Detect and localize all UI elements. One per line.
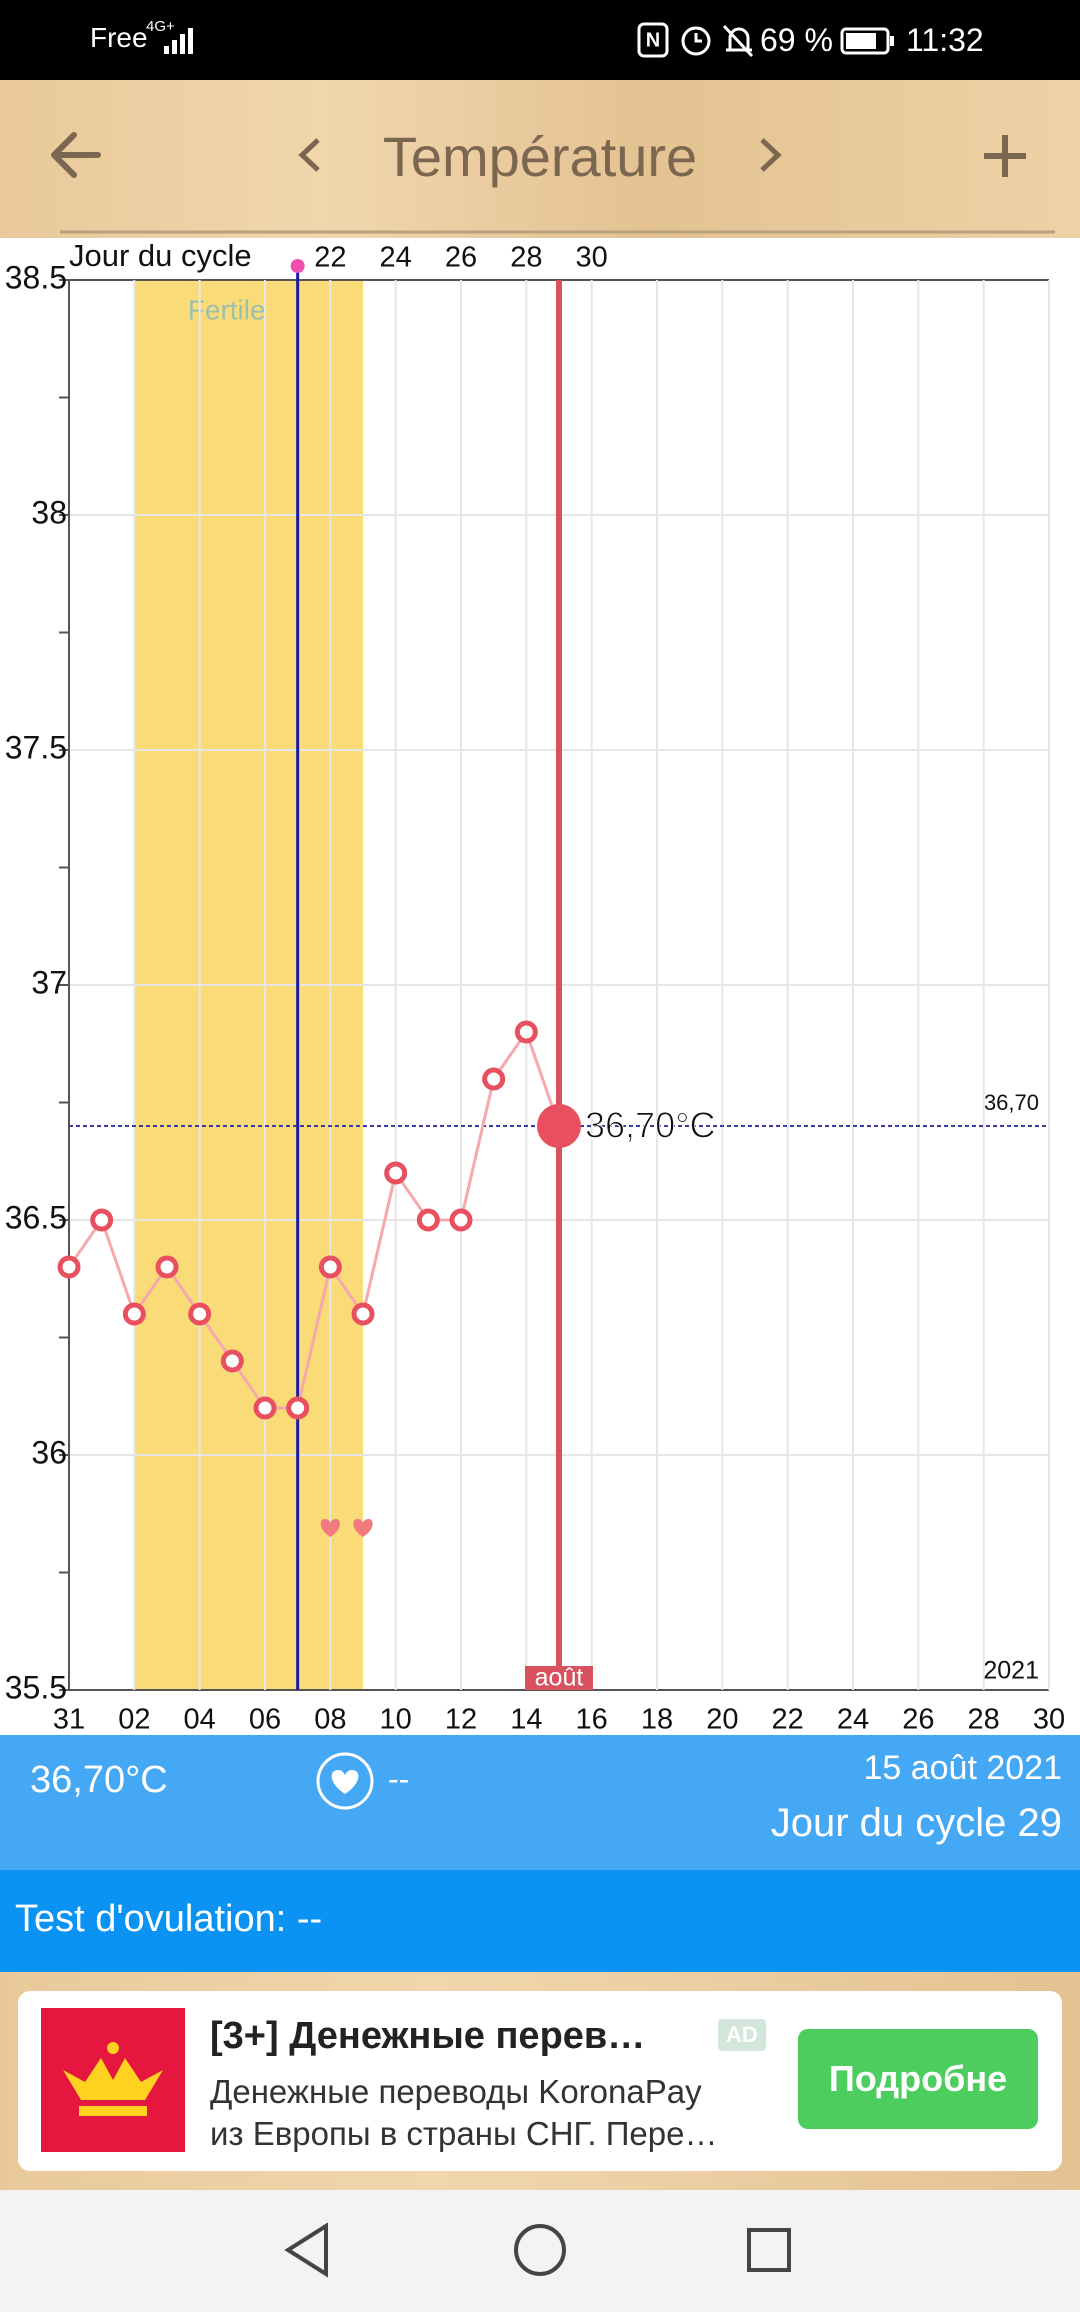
svg-text:N: N (646, 29, 660, 51)
temperature-point (384, 1161, 408, 1185)
heart-button[interactable] (314, 1750, 376, 1812)
temperature-point (351, 1302, 375, 1326)
temperature-chart: Fertile 35.5 36 36.5 37 37.5 38 38.5 31 02 04 06 08 1… (5, 238, 1065, 1735)
temperature-point (318, 1255, 342, 1279)
x-tick-label: 08 (314, 1704, 346, 1735)
temperature-point (155, 1255, 179, 1279)
x-tick-label: 30 (1033, 1704, 1065, 1735)
battery-level: 69 % (760, 22, 833, 58)
selected-temperature: 36,70°C (30, 1759, 168, 1801)
temperature-line (67, 1028, 561, 1410)
temperature-point (449, 1208, 473, 1232)
ovulation-panel[interactable]: Test d'ovulation: -- (0, 1870, 1080, 1972)
temperature-point (253, 1396, 277, 1420)
temperature-point (188, 1302, 212, 1326)
back-button[interactable] (51, 132, 101, 178)
screen-title: Température (382, 125, 698, 188)
ad-area: [3+] Денежные перев… AD Денежные перевод… (0, 1972, 1080, 2190)
y-tick-label: 38 (31, 494, 67, 530)
temperature-point (482, 1067, 506, 1091)
x-tick-label: 06 (249, 1704, 281, 1735)
nav-icons (284, 2222, 791, 2278)
network: 4G+ (146, 18, 175, 35)
status-bar: Free 4G+ N 69 % 11:32 (0, 0, 1080, 80)
x-tick-label: 18 (641, 1704, 673, 1735)
x-tick-label: 22 (772, 1704, 804, 1735)
ovulation-dot (290, 259, 305, 273)
x-tick-label: 14 (510, 1704, 542, 1735)
summary-panel: 36,70°C -- 15 août 2021 Jour du cycle 29 (0, 1735, 1080, 1870)
selected-point (537, 1104, 581, 1148)
next-button[interactable] (760, 138, 782, 172)
ovulation-test: Test d'ovulation: -- (15, 1898, 323, 1940)
x-tick-label: 26 (902, 1704, 934, 1735)
cycle-day: Jour du cycle 29 (770, 1801, 1062, 1845)
y-tick-label: 35.5 (5, 1669, 67, 1705)
cycle-axis-title: Jour du cycle (69, 238, 252, 273)
x-tick-label: 12 (445, 1704, 477, 1735)
clock: 11:32 (906, 22, 984, 58)
heart-marker (320, 1518, 340, 1537)
month-label: août (535, 1664, 584, 1692)
nav-recents[interactable] (747, 2228, 791, 2272)
x-tick-label: 04 (184, 1704, 216, 1735)
cycle-tick-label: 24 (380, 242, 412, 274)
cycle-tick-label: 28 (510, 242, 542, 274)
status-icons: N (637, 22, 754, 58)
carrier: Free (90, 22, 148, 53)
toolbar-icons (51, 132, 1055, 234)
y-tick-label: 36 (31, 1434, 67, 1470)
y-tick-label: 36.5 (5, 1199, 67, 1235)
temperature-point (514, 1020, 538, 1044)
x-tick-label: 20 (706, 1704, 738, 1735)
heart-status: -- (388, 1761, 410, 1797)
add-button[interactable] (984, 135, 1026, 177)
ad-banner[interactable]: [3+] Денежные перев… AD Денежные перевод… (18, 1991, 1062, 2171)
y-tick-label: 37.5 (5, 729, 67, 765)
x-tick-label: 02 (118, 1704, 150, 1735)
y-tick-label: 37 (31, 964, 67, 1000)
navigation-bar (0, 2190, 1080, 2312)
nav-back[interactable] (284, 2222, 328, 2278)
battery-icon (840, 27, 894, 55)
temperature-point (220, 1349, 244, 1373)
cycle-tick-label: 30 (576, 242, 608, 274)
previous-button[interactable] (298, 138, 320, 172)
temperature-point (416, 1208, 440, 1232)
heart-marker (353, 1518, 373, 1537)
temperature-point (122, 1302, 146, 1326)
selected-point-label: 36,70°C (585, 1105, 715, 1146)
temperature-point (286, 1396, 310, 1420)
month-badge (525, 1666, 593, 1690)
signal-icon (164, 28, 193, 54)
x-tick-label: 16 (576, 1704, 608, 1735)
cycle-tick-label: 26 (445, 242, 477, 274)
ad-button[interactable]: Подробне (798, 2029, 1038, 2129)
fertile-label: Fertile (188, 294, 266, 325)
nav-home[interactable] (514, 2224, 566, 2276)
x-tick-label: 28 (968, 1704, 1000, 1735)
ad-line-1: Денежные переводы KoronaPay (210, 2073, 702, 2110)
ad-badge: AD (718, 2019, 766, 2051)
x-tick-label: 10 (380, 1704, 412, 1735)
ad-title: [3+] Денежные перев… (210, 2015, 646, 2057)
temperature-point (90, 1208, 114, 1232)
toolbar: Température (0, 80, 1080, 238)
cycle-tick-label: 22 (314, 242, 346, 274)
ad-logo (41, 2008, 185, 2152)
y-tick-label: 38.5 (5, 259, 67, 295)
x-tick-label: 31 (53, 1704, 85, 1735)
reference-label: 36,70 (984, 1090, 1039, 1115)
x-tick-label: 24 (837, 1704, 869, 1735)
selected-date: 15 août 2021 (863, 1749, 1062, 1787)
ad-line-2: из Европы в страны СНГ. Пере… (210, 2115, 718, 2152)
temperature-point (57, 1255, 81, 1279)
year-label: 2021 (983, 1657, 1039, 1685)
